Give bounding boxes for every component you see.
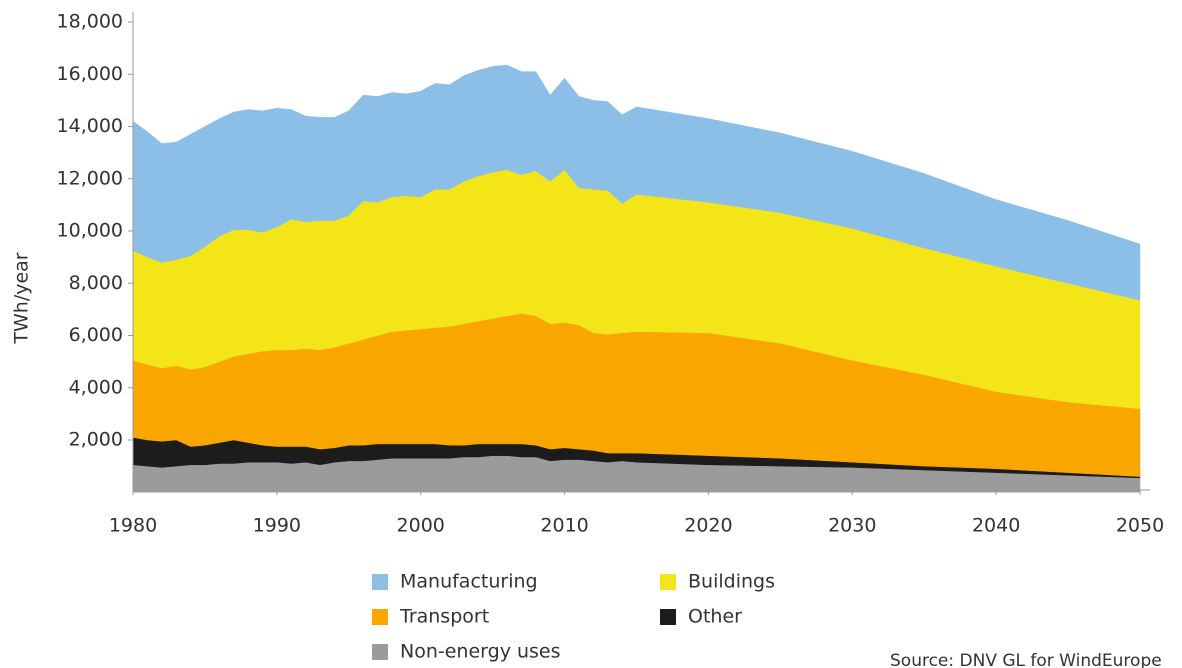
x-tick-label: 2040 xyxy=(972,515,1020,537)
x-tick-label: 2010 xyxy=(540,515,588,537)
y-tick-label: 2,000 xyxy=(69,429,123,451)
x-tick-label: 1990 xyxy=(253,515,301,537)
source-note: Source: DNV GL for WindEurope xyxy=(890,651,1162,668)
legend-label: Manufacturing xyxy=(400,571,538,593)
legend-label: Transport xyxy=(399,606,489,628)
area xyxy=(132,64,1141,301)
x-tick-label: 2050 xyxy=(1116,515,1164,537)
y-tick-label: 12,000 xyxy=(57,167,123,189)
x-tick-label: 2030 xyxy=(828,515,876,537)
x-tick-label: 2000 xyxy=(397,515,445,537)
y-axis-label: TWh/year xyxy=(11,252,33,344)
legend-swatch xyxy=(372,574,388,590)
legend-label: Non-energy uses xyxy=(400,641,561,663)
legend-label: Buildings xyxy=(688,571,775,593)
x-tick-label: 2020 xyxy=(684,515,732,537)
legend-swatch xyxy=(372,609,388,625)
legend-swatch xyxy=(660,574,676,590)
areas xyxy=(132,64,1141,493)
legend-label: Other xyxy=(688,606,742,628)
y-tick-label: 18,000 xyxy=(57,11,123,33)
y-tick-label: 8,000 xyxy=(69,272,123,294)
y-tick-label: 14,000 xyxy=(57,115,123,137)
legend-swatch xyxy=(660,609,676,625)
y-tick-label: 10,000 xyxy=(57,220,123,242)
y-tick-label: 16,000 xyxy=(57,63,123,85)
y-tick-label: 4,000 xyxy=(69,376,123,398)
y-tick-label: 6,000 xyxy=(69,324,123,346)
x-tick-label: 1980 xyxy=(109,515,157,537)
legend-swatch xyxy=(372,644,388,660)
